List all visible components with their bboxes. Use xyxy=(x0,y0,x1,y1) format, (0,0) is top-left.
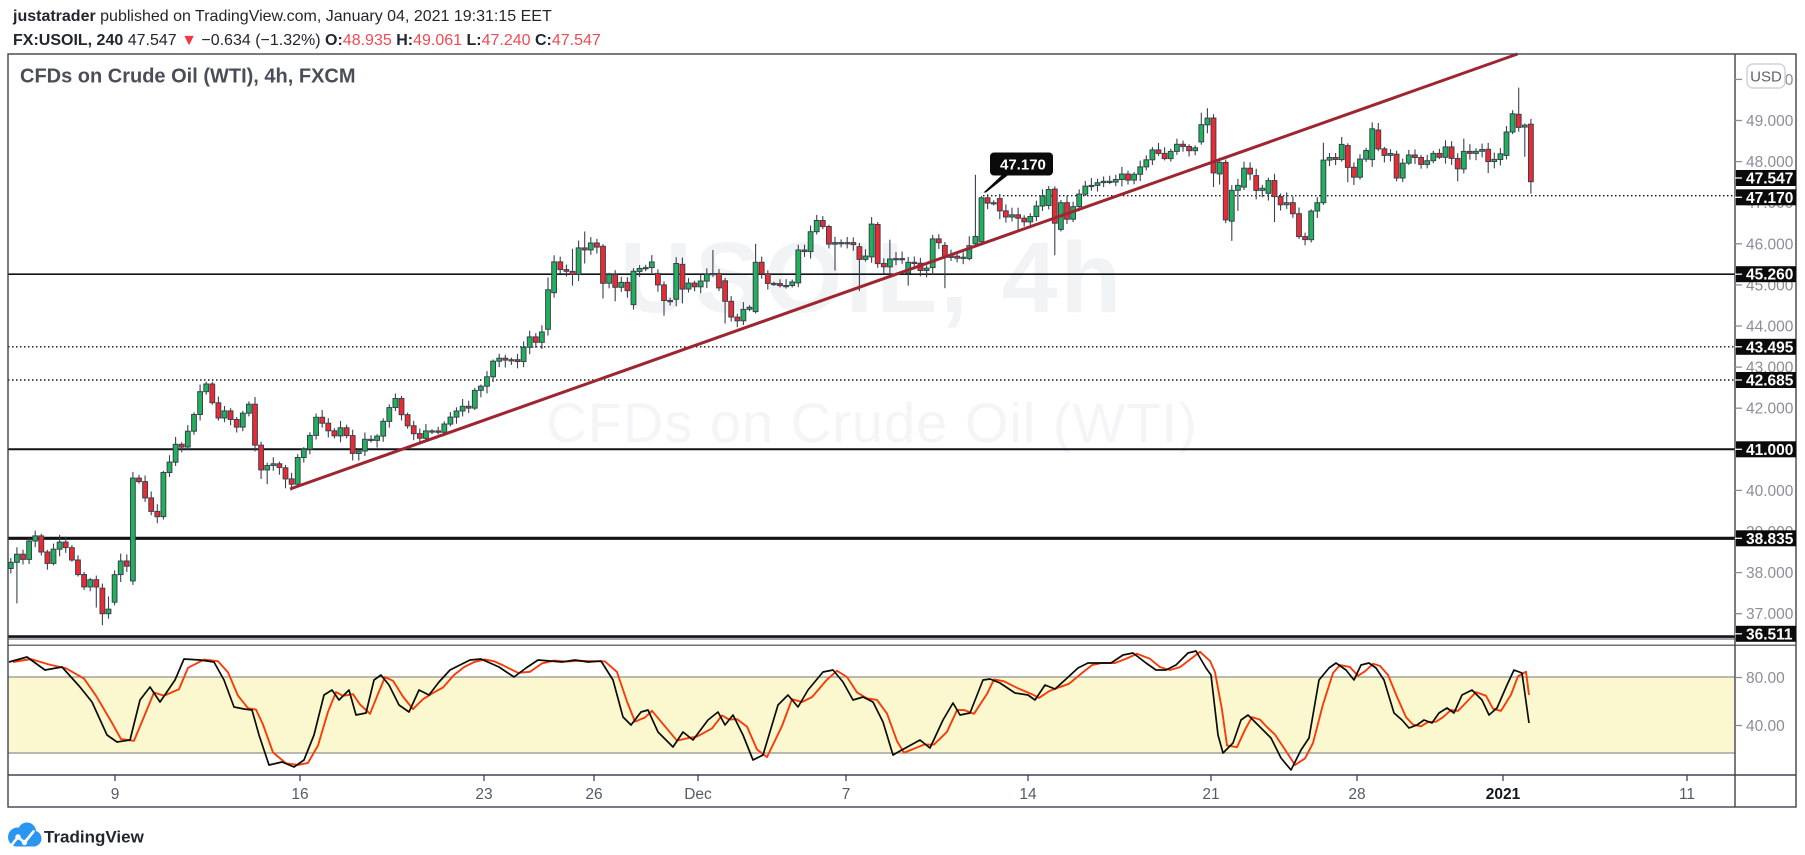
svg-text:37.000: 37.000 xyxy=(1746,606,1794,623)
svg-text:FX:USOIL, 240 47.547 ▼ −0.634: FX:USOIL, 240 47.547 ▼ −0.634 (−1.32%) O… xyxy=(13,32,601,49)
svg-text:41.000: 41.000 xyxy=(1746,442,1793,459)
svg-text:9: 9 xyxy=(111,786,120,803)
svg-text:38.835: 38.835 xyxy=(1746,531,1794,548)
svg-text:49.000: 49.000 xyxy=(1746,113,1794,130)
svg-text:CFDs on Crude Oil (WTI): CFDs on Crude Oil (WTI) xyxy=(546,391,1198,454)
svg-text:40.000: 40.000 xyxy=(1746,483,1794,500)
svg-text:45.260: 45.260 xyxy=(1746,267,1793,284)
svg-text:36.511: 36.511 xyxy=(1746,626,1793,643)
svg-text:80.00: 80.00 xyxy=(1746,670,1785,687)
svg-text:48.000: 48.000 xyxy=(1746,154,1794,171)
svg-text:42.685: 42.685 xyxy=(1746,373,1794,390)
svg-text:40.00: 40.00 xyxy=(1746,718,1785,735)
svg-text:28: 28 xyxy=(1348,786,1365,803)
svg-text:7: 7 xyxy=(842,786,851,803)
svg-text:Dec: Dec xyxy=(684,786,712,803)
svg-text:16: 16 xyxy=(291,786,308,803)
svg-text:TradingView: TradingView xyxy=(44,828,145,847)
svg-text:USD: USD xyxy=(1750,69,1782,86)
svg-text:47.547: 47.547 xyxy=(1746,171,1793,188)
svg-text:46.000: 46.000 xyxy=(1746,236,1794,253)
svg-text:43.495: 43.495 xyxy=(1746,339,1794,356)
svg-text:justatrader published on Tradi: justatrader published on TradingView.com… xyxy=(12,8,552,25)
svg-text:CFDs on Crude Oil (WTI), 4h, F: CFDs on Crude Oil (WTI), 4h, FXCM xyxy=(20,66,356,88)
svg-text:47.170: 47.170 xyxy=(1000,157,1046,174)
svg-text:2021: 2021 xyxy=(1486,786,1521,803)
svg-text:23: 23 xyxy=(475,786,492,803)
svg-text:38.000: 38.000 xyxy=(1746,565,1794,582)
svg-text:26: 26 xyxy=(585,786,602,803)
svg-text:44.000: 44.000 xyxy=(1746,319,1794,336)
svg-text:47.170: 47.170 xyxy=(1746,190,1793,207)
svg-text:11: 11 xyxy=(1679,786,1695,803)
svg-text:14: 14 xyxy=(1019,786,1037,803)
svg-text:21: 21 xyxy=(1202,786,1219,803)
svg-text:42.000: 42.000 xyxy=(1746,401,1794,418)
